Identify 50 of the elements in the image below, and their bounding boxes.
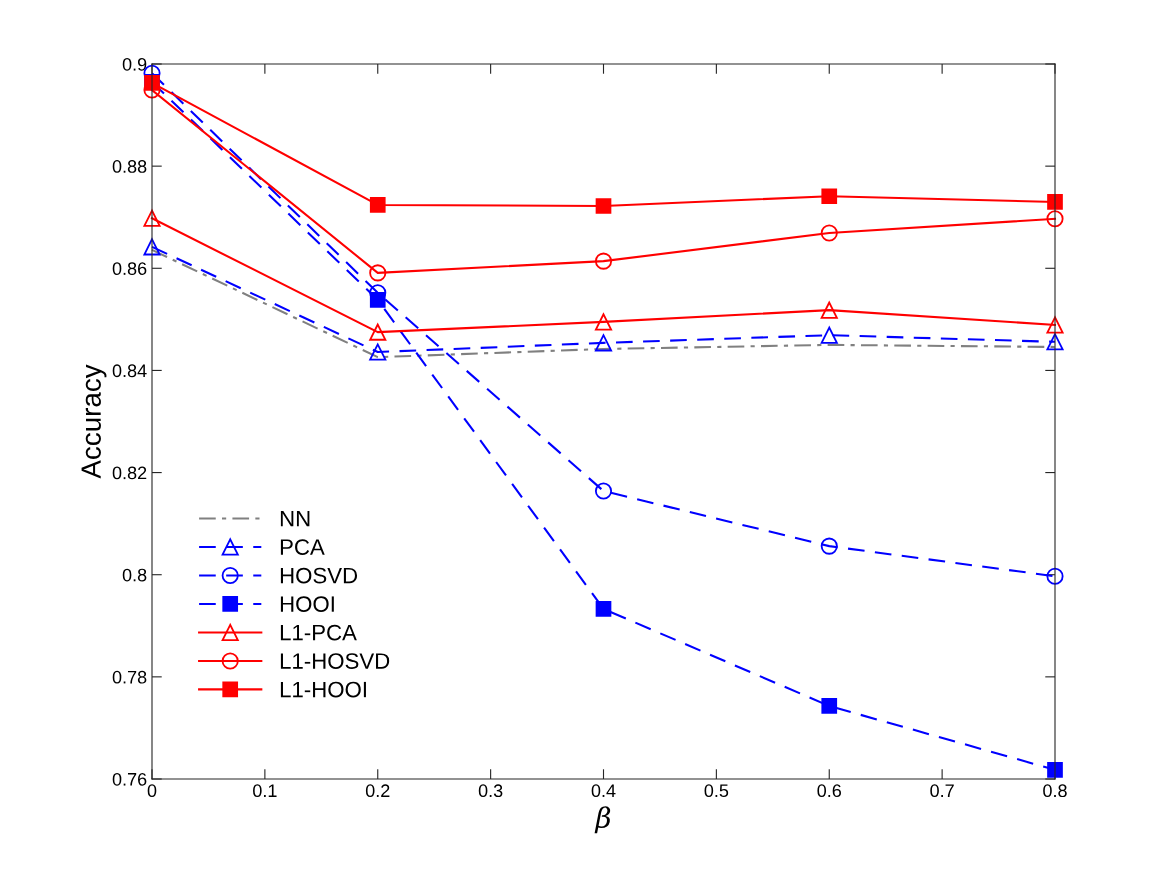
point	[1046, 316, 1064, 334]
x-tick-label: 0.3	[478, 784, 503, 798]
legend-label: PCA	[280, 539, 325, 555]
x-tick-label: 0.8	[1043, 784, 1067, 798]
point	[820, 326, 838, 344]
y-tick-label: 0.84	[112, 364, 147, 378]
legend-label: L1-HOOI	[280, 681, 366, 698]
y-tick-label: 0.78	[112, 670, 147, 684]
y-tick-label: 0.82	[112, 466, 147, 480]
x-tick-label: 0.1	[253, 784, 277, 798]
legend-label: L1-HOSVD	[280, 653, 390, 669]
y-tick-label: 0.76	[112, 772, 147, 786]
point	[1046, 567, 1064, 585]
point	[369, 264, 387, 282]
x-tick-label: 0.7	[930, 784, 954, 798]
point	[821, 188, 838, 205]
y-tick-label: 0.9	[122, 57, 147, 71]
point	[369, 323, 387, 341]
y-axis-title: Accuracy	[81, 364, 107, 479]
x-tick-label: 0.4	[591, 784, 616, 798]
x-tick-label: 0.6	[817, 784, 842, 798]
point	[143, 209, 161, 227]
point	[821, 698, 838, 714]
legend-label: L1-PCA	[280, 624, 357, 641]
point	[369, 197, 386, 213]
point	[820, 537, 838, 555]
point	[1047, 194, 1063, 210]
x-tick-label: 0.5	[704, 784, 729, 798]
point	[595, 601, 612, 617]
point	[1046, 333, 1064, 351]
point	[594, 252, 613, 270]
point	[594, 334, 613, 352]
y-tick-label: 0.8	[122, 568, 147, 582]
point	[369, 343, 387, 361]
point	[595, 198, 612, 214]
y-tick-label: 0.86	[112, 262, 147, 276]
legend-label: HOSVD	[280, 567, 358, 584]
point	[820, 301, 838, 319]
point	[594, 482, 613, 500]
legend-label: HOOI	[280, 596, 334, 612]
point	[143, 238, 161, 256]
point	[820, 224, 838, 242]
x-tick-label: 0.2	[365, 784, 390, 798]
x-axis-title: β	[594, 806, 611, 834]
legend-label: NN	[280, 510, 310, 527]
point	[594, 313, 613, 331]
point	[369, 292, 386, 308]
y-tick-label: 0.88	[112, 160, 147, 173]
point	[1046, 210, 1064, 228]
x-tick-label: 0	[147, 784, 157, 798]
